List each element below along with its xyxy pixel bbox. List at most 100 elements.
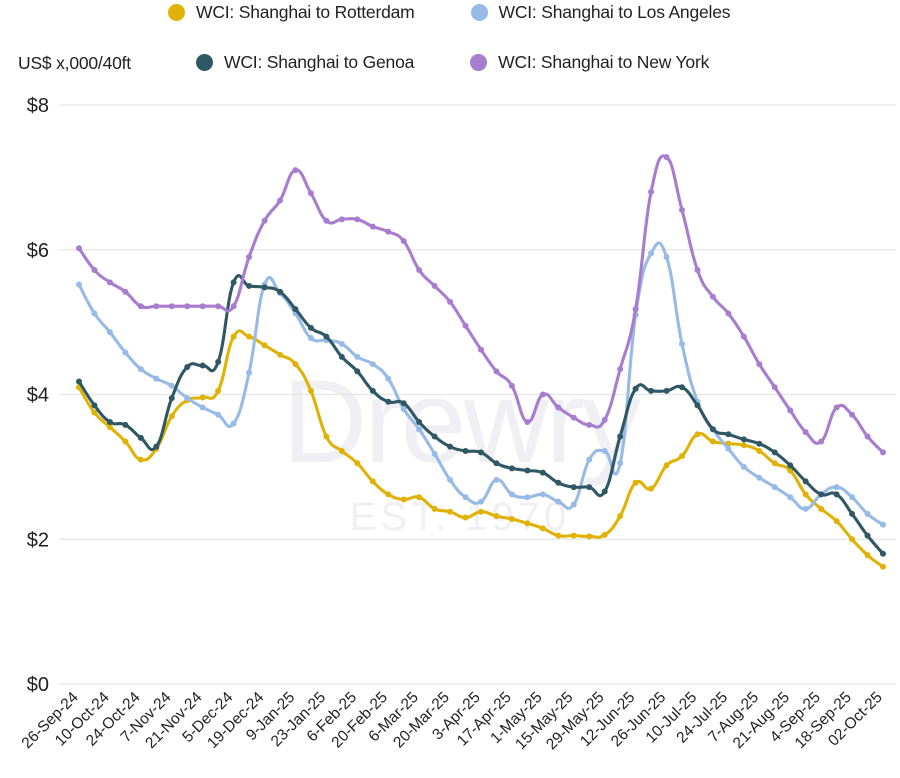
legend-item-los-angeles: WCI: Shanghai to Los Angeles (470, 2, 730, 23)
data-point (215, 358, 222, 365)
data-point (230, 303, 237, 310)
data-point (833, 491, 840, 498)
data-point (570, 484, 577, 491)
data-point (338, 216, 345, 223)
data-point (168, 395, 175, 402)
data-point (122, 349, 129, 356)
series-line-new_york (77, 154, 885, 454)
data-point (416, 419, 423, 425)
data-point (447, 508, 454, 515)
legend-dot-los-angeles (470, 4, 488, 21)
data-point (771, 484, 778, 491)
data-point (617, 433, 624, 440)
data-point (199, 303, 206, 310)
data-point (880, 550, 886, 557)
data-point (679, 206, 685, 213)
data-point (864, 552, 871, 559)
data-point (725, 431, 732, 438)
data-point (725, 445, 732, 452)
data-point (802, 478, 809, 485)
x-axis-tick-labels: 26-Sep-2410-Oct-2424-Oct-247-Nov-2421-No… (19, 689, 886, 754)
data-point (478, 449, 484, 456)
data-point (184, 364, 191, 370)
legend-item-new-york: WCI: Shanghai to New York (470, 52, 709, 73)
data-point (153, 303, 160, 310)
data-point (400, 405, 407, 412)
legend-dot-new-york (470, 54, 488, 71)
data-point (771, 460, 778, 467)
data-point (586, 421, 593, 428)
data-point (323, 217, 330, 224)
y-axis-tick-label: $2 (27, 529, 49, 551)
data-point (106, 329, 113, 336)
data-point (230, 279, 237, 286)
data-point (617, 513, 624, 520)
data-point (601, 531, 608, 538)
data-point (292, 167, 299, 174)
data-point (756, 361, 763, 368)
data-point (184, 303, 191, 310)
data-point (215, 303, 222, 310)
series-genoa (76, 274, 886, 557)
data-point (369, 387, 376, 394)
data-point (679, 384, 685, 391)
data-point (617, 366, 624, 373)
data-point (648, 188, 655, 195)
data-series-group (76, 154, 886, 570)
data-point (91, 267, 98, 274)
data-point (663, 154, 670, 161)
data-point (199, 394, 206, 401)
data-point (246, 282, 253, 289)
y-axis-tick-label: $6 (27, 240, 49, 262)
data-point (277, 197, 283, 204)
data-point (539, 525, 546, 532)
data-point (462, 322, 469, 329)
data-point (880, 521, 886, 528)
data-point (787, 494, 794, 501)
data-point (168, 413, 175, 420)
data-point (91, 310, 98, 317)
data-point (508, 515, 515, 522)
data-point (833, 518, 840, 525)
data-point (849, 510, 856, 517)
data-point (601, 416, 608, 423)
data-point (354, 216, 361, 223)
data-point (168, 382, 175, 389)
data-point (833, 484, 840, 491)
data-point (462, 494, 469, 501)
data-point (354, 368, 361, 375)
data-point (709, 293, 716, 300)
data-point (663, 253, 670, 260)
data-point (524, 520, 531, 527)
data-point (338, 340, 345, 347)
data-point (555, 404, 562, 411)
y-axis-units-label: US$ x,000/40ft (18, 53, 131, 73)
data-point (215, 387, 222, 394)
legend-item-rotterdam: WCI: Shanghai to Rotterdam (168, 2, 415, 23)
data-point (76, 245, 82, 252)
data-point (586, 484, 593, 491)
data-point (385, 398, 392, 405)
data-point (740, 436, 747, 443)
data-point (756, 447, 763, 454)
data-point (493, 368, 500, 375)
gridlines (59, 104, 896, 685)
data-point (292, 361, 299, 368)
data-point (478, 498, 484, 505)
data-point (586, 456, 593, 463)
data-point (539, 469, 546, 476)
data-point (416, 494, 423, 501)
chart-legend: WCI: Shanghai to Rotterdam WCI: Shanghai… (0, 0, 900, 92)
data-point (385, 228, 392, 235)
legend-item-genoa: WCI: Shanghai to Genoa (196, 52, 414, 73)
data-point (462, 447, 469, 454)
data-point (524, 419, 531, 425)
data-point (385, 491, 392, 498)
data-point (137, 434, 144, 441)
data-point (199, 362, 206, 369)
data-point (416, 426, 423, 433)
legend-dot-genoa (196, 54, 213, 71)
data-point (493, 460, 500, 467)
data-point (462, 514, 469, 521)
